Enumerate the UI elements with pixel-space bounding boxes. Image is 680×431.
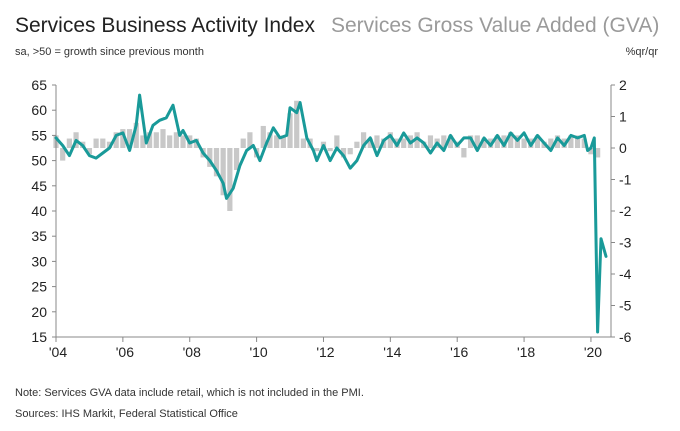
right-tick-label: -6 <box>619 329 632 345</box>
gva-bar <box>113 132 119 148</box>
gva-bar <box>427 135 434 148</box>
gva-bar <box>467 135 474 148</box>
left-tick-label: 15 <box>31 329 47 345</box>
chart-title-secondary: Services Gross Value Added (GVA) <box>330 14 660 37</box>
left-tick-label: 60 <box>31 102 47 118</box>
gva-bar <box>374 135 380 148</box>
gva-bar <box>534 135 541 148</box>
gva-bar <box>60 148 66 161</box>
gva-bar <box>414 132 420 148</box>
gva-bar <box>227 148 233 211</box>
right-tick-label: 2 <box>619 77 627 93</box>
gva-bar <box>441 135 447 148</box>
x-tick-label: '10 <box>249 344 267 360</box>
left-tick-label: 25 <box>31 279 47 295</box>
gva-bar <box>267 132 273 148</box>
gva-bar <box>247 132 253 148</box>
x-tick-label: '18 <box>517 344 535 360</box>
x-tick-label: '08 <box>183 344 201 360</box>
x-tick-label: '06 <box>116 344 134 360</box>
right-tick-label: 1 <box>619 109 627 125</box>
gva-bar <box>401 138 407 148</box>
gva-bar <box>508 132 514 148</box>
x-tick-label: '12 <box>316 344 334 360</box>
gva-bar <box>207 148 213 167</box>
gva-bar <box>548 138 554 148</box>
gva-bar <box>287 113 293 148</box>
gva-bar <box>461 148 467 158</box>
right-tick-label: -3 <box>619 235 632 251</box>
pmi-line <box>54 93 608 334</box>
left-tick-label: 45 <box>31 178 47 194</box>
gva-bar <box>314 148 320 152</box>
right-tick-label: -2 <box>619 203 632 219</box>
x-tick-label: '20 <box>584 344 602 360</box>
gva-bar <box>588 148 594 155</box>
right-tick-label: 0 <box>619 140 627 156</box>
gva-bar <box>595 148 601 158</box>
footnote: Note: Services GVA data include retail, … <box>15 387 364 399</box>
gva-bar <box>340 148 347 158</box>
gva-bar <box>387 132 393 148</box>
gva-bar <box>274 135 280 148</box>
gva-bar <box>574 135 581 148</box>
right-axis-unit: %qr/qr <box>625 46 658 58</box>
gva-bar <box>294 100 300 148</box>
gva-bar <box>360 132 367 148</box>
gva-bar <box>213 148 220 177</box>
right-tick-label: -5 <box>619 298 632 314</box>
gva-bar <box>260 125 266 148</box>
gva-bar <box>327 148 333 152</box>
left-tick-label: 20 <box>31 304 47 320</box>
left-tick-label: 35 <box>31 228 47 244</box>
gva-bar <box>581 138 587 148</box>
right-tick-label: -4 <box>619 266 632 282</box>
gva-bar <box>233 148 240 171</box>
chart-subtitle: sa, >50 = growth since previous month <box>15 46 204 58</box>
gva-bar <box>334 135 340 148</box>
chart-svg: 15 20 25 30 35 40 45 50 55 60 65 -6 -5 -4 -3 -2 -1 0 1 2 '04… <box>31 77 632 360</box>
gva-bar <box>494 135 500 148</box>
gva-bar <box>481 138 487 148</box>
gva-bar <box>568 135 574 148</box>
sources-note: Sources: IHS Markit, Federal Statistical… <box>15 408 238 420</box>
gva-bar <box>126 129 133 148</box>
gva-bar <box>220 148 226 196</box>
gva-bar <box>367 138 373 148</box>
gva-bar <box>140 135 146 148</box>
gva-bar <box>153 132 159 148</box>
gva-bar <box>554 135 561 148</box>
left-tick-label: 55 <box>31 127 47 143</box>
gva-bar <box>93 138 99 148</box>
gva-bar <box>447 135 454 148</box>
gva-bar <box>120 129 126 148</box>
chart-title-row: Services Business Activity Index Services… <box>15 14 659 38</box>
gva-bar <box>300 138 307 148</box>
gva-bar <box>474 135 480 148</box>
gva-bar <box>133 122 139 148</box>
gva-bar <box>354 141 360 148</box>
gva-bar <box>347 148 353 155</box>
gva-bar <box>100 138 106 148</box>
left-tick-label: 50 <box>31 153 47 169</box>
x-tick-label: '14 <box>383 344 401 360</box>
gva-bar <box>86 148 93 155</box>
left-tick-label: 30 <box>31 253 47 269</box>
right-tick-label: -1 <box>619 172 632 188</box>
left-tick-label: 65 <box>31 77 47 93</box>
gva-bar <box>521 138 527 148</box>
gva-bar <box>280 135 286 148</box>
chart-title: Services Business Activity Index <box>15 14 315 37</box>
x-tick-label: '04 <box>49 344 67 360</box>
gva-bar <box>66 138 72 148</box>
gva-bar <box>160 129 166 148</box>
gva-bar <box>240 138 246 148</box>
gva-bar <box>501 135 507 148</box>
left-tick-label: 40 <box>31 203 47 219</box>
x-tick-label: '16 <box>450 344 468 360</box>
gva-bar <box>180 135 186 148</box>
gva-bar <box>147 132 153 148</box>
gva-bar <box>173 132 179 148</box>
gva-bar <box>167 135 173 148</box>
